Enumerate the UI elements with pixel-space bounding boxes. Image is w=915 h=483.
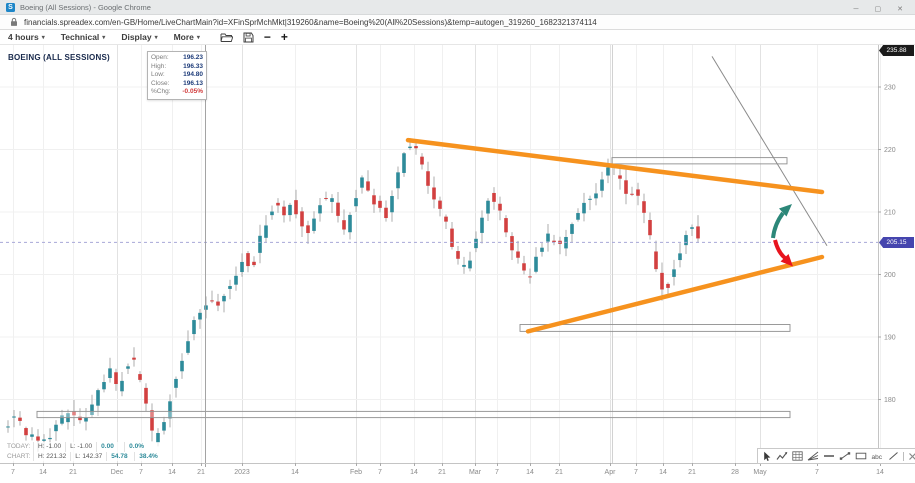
- mid-support-zone[interactable]: [519, 324, 791, 332]
- svg-text:2023: 2023: [234, 469, 250, 476]
- svg-text:14: 14: [168, 469, 176, 476]
- svg-text:Dec: Dec: [111, 469, 124, 476]
- last-price-badge: 205.15: [879, 237, 914, 248]
- text-label-icon[interactable]: abc: [871, 450, 884, 462]
- svg-text:180: 180: [884, 397, 896, 404]
- chart-toolbar: 4 hours Technical Display More −+: [0, 30, 915, 45]
- svg-text:7: 7: [815, 469, 819, 476]
- more-menu-label: More: [173, 32, 194, 42]
- svg-text:7: 7: [634, 469, 638, 476]
- svg-text:200: 200: [884, 272, 896, 279]
- svg-text:21: 21: [688, 469, 696, 476]
- diagonal-line-icon[interactable]: [888, 450, 899, 462]
- svg-text:14: 14: [291, 469, 299, 476]
- lower-trendline[interactable]: [525, 254, 825, 334]
- pointer-icon[interactable]: [762, 450, 772, 462]
- svg-text:7: 7: [495, 469, 499, 476]
- drawing-toolbar: abc: [757, 448, 915, 464]
- maximize-icon[interactable]: ▢: [874, 5, 882, 13]
- save-icon[interactable]: [243, 32, 254, 43]
- svg-text:21: 21: [438, 469, 446, 476]
- gridlines: [0, 45, 881, 463]
- up-arrow-head-icon: [779, 204, 792, 217]
- scale-high-badge: 235.88: [879, 45, 914, 56]
- window-controls: ─ ▢ ✕: [854, 0, 903, 17]
- svg-text:7: 7: [11, 469, 15, 476]
- timeframe-menu-label: 4 hours: [8, 32, 39, 42]
- rectangle-icon[interactable]: [855, 450, 867, 462]
- svg-text:Apr: Apr: [605, 469, 617, 476]
- y-axis-labels: 230 220 210 200 190 180: [878, 85, 896, 404]
- stats-row: TODAY: H: -1.00 L: -1.00 0.00 0.0%: [7, 442, 162, 452]
- svg-text:Mar: Mar: [469, 469, 482, 476]
- svg-text:190: 190: [884, 335, 896, 342]
- url-text[interactable]: financials.spreadex.com/en-GB/Home/LiveC…: [24, 17, 597, 27]
- separator: [903, 451, 904, 461]
- window-titlebar: S Boeing (All Sessions) - Google Chrome …: [0, 0, 915, 15]
- symbol-label: BOEING (ALL SESSIONS): [8, 53, 110, 62]
- stats-row: CHART: H: 221.32 L: 142.37 54.78 38.4%: [7, 451, 162, 461]
- svg-text:210: 210: [884, 210, 896, 217]
- site-favicon-icon: S: [6, 2, 15, 12]
- svg-text:14: 14: [410, 469, 418, 476]
- window-title: Boeing (All Sessions) - Google Chrome: [20, 2, 151, 12]
- svg-text:220: 220: [884, 147, 896, 154]
- bearish-projection-line[interactable]: [711, 56, 828, 247]
- technical-menu[interactable]: Technical: [61, 32, 106, 42]
- tooltip-row: Open: 196.23: [151, 54, 203, 61]
- ohlc-tooltip: Open: 196.23 High: 196.33 Low: 194.80 Close: 19…: [147, 51, 207, 100]
- url-bar[interactable]: financials.spreadex.com/en-GB/Home/LiveC…: [0, 15, 915, 30]
- lower-support-zone[interactable]: [36, 410, 791, 419]
- svg-text:21: 21: [197, 469, 205, 476]
- svg-text:230: 230: [884, 85, 896, 92]
- padlock-icon[interactable]: [10, 17, 18, 27]
- upper-trendline[interactable]: [405, 137, 825, 195]
- toolbar-icon-strip: − +: [220, 31, 288, 43]
- up-arrow[interactable]: [771, 211, 785, 239]
- grid-icon[interactable]: [792, 450, 803, 462]
- delete-icon[interactable]: [908, 450, 915, 462]
- candles: [6, 138, 700, 452]
- technical-menu-label: Technical: [60, 32, 100, 42]
- svg-text:21: 21: [555, 469, 563, 476]
- tooltip-row: High: 196.33: [151, 62, 203, 70]
- svg-text:Feb: Feb: [350, 469, 362, 476]
- svg-text:21: 21: [69, 469, 77, 476]
- x-axis-labels: 7 14 21 Dec 7 14 21 2023 14 Feb 7 14 21 Mar 7 14 21 Apr 7 1…: [11, 463, 884, 476]
- close-icon[interactable]: ✕: [897, 5, 903, 13]
- trend-line-icon[interactable]: [839, 450, 851, 462]
- range-stats: TODAY: H: -1.00 L: -1.00 0.00 0.0% CHART: H: 2…: [6, 442, 164, 461]
- timeframe-menu[interactable]: 4 hours: [8, 32, 45, 42]
- down-arrow-head-icon: [780, 254, 793, 267]
- fan-lines-icon[interactable]: [807, 450, 819, 462]
- svg-text:7: 7: [139, 469, 143, 476]
- resistance-zone[interactable]: [611, 157, 788, 165]
- polyline-icon[interactable]: [776, 450, 788, 462]
- display-menu[interactable]: Display: [121, 32, 157, 42]
- svg-text:May: May: [753, 469, 767, 476]
- tooltip-row: %Chg: -0.05%: [151, 88, 203, 96]
- open-folder-icon[interactable]: [220, 32, 233, 43]
- svg-text:abc: abc: [872, 454, 883, 461]
- svg-text:14: 14: [39, 469, 47, 476]
- minimize-icon[interactable]: ─: [853, 5, 859, 13]
- svg-text:14: 14: [526, 469, 534, 476]
- zoom-out-icon[interactable]: −: [263, 30, 271, 44]
- svg-text:7: 7: [378, 469, 382, 476]
- zoom-in-icon[interactable]: +: [280, 30, 288, 44]
- down-arrow[interactable]: [773, 239, 787, 260]
- tooltip-row: Close: 196.13: [151, 79, 203, 87]
- svg-text:14: 14: [659, 469, 667, 476]
- tooltip-row: Low: 194.80: [151, 71, 203, 79]
- display-menu-label: Display: [121, 32, 152, 42]
- more-menu[interactable]: More: [174, 32, 200, 42]
- svg-text:14: 14: [876, 469, 884, 476]
- svg-text:28: 28: [731, 469, 739, 476]
- horizontal-line-icon[interactable]: [823, 450, 835, 462]
